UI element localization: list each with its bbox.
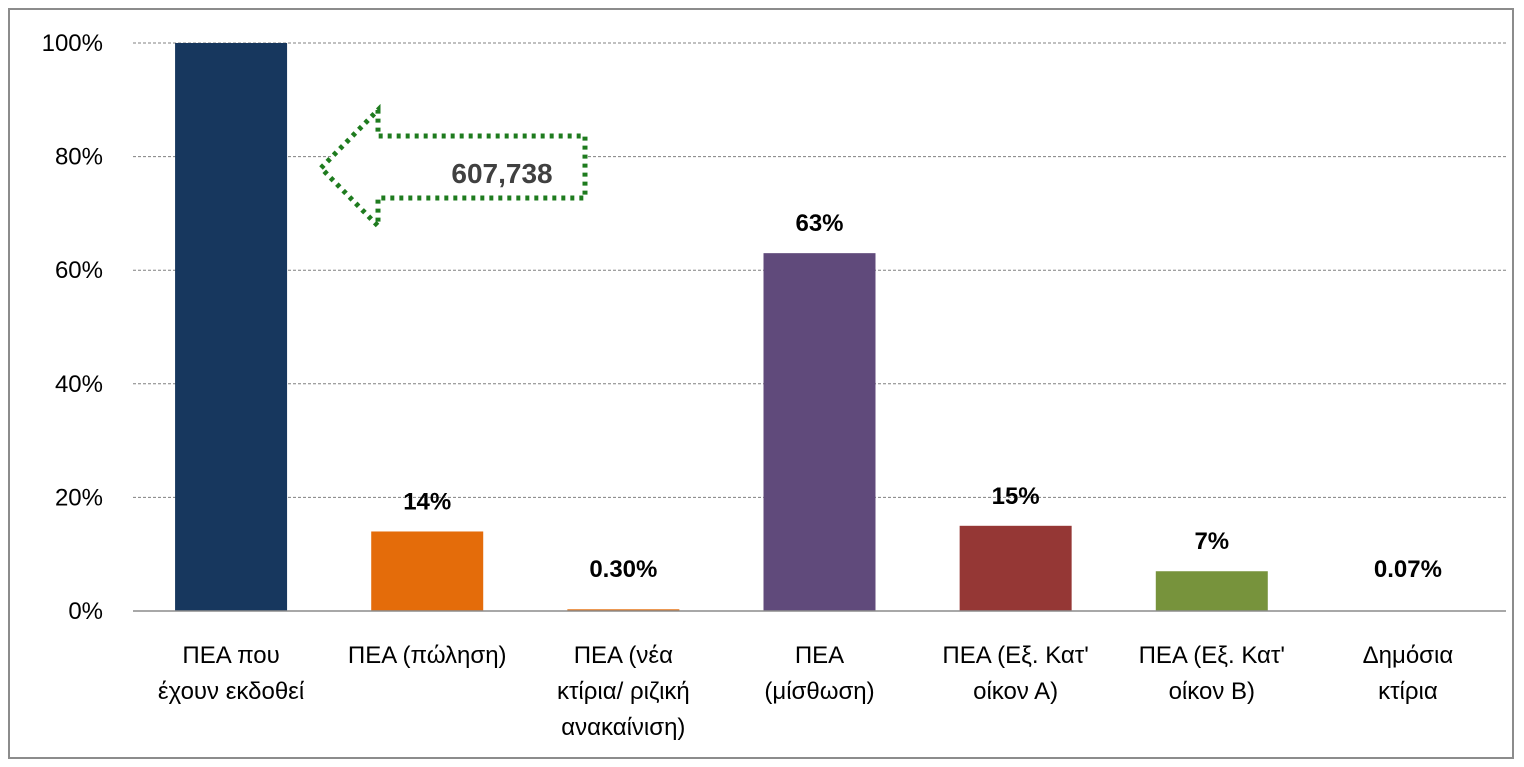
category-label: ΠΕΑ (Εξ. Κατ' — [1139, 642, 1285, 669]
category-label: ΠΕΑ (Εξ. Κατ' — [942, 642, 1088, 669]
data-label: 0.30% — [589, 556, 657, 583]
y-tick-label: 60% — [55, 257, 103, 284]
category-label: οίκον Β) — [1169, 678, 1255, 705]
category-label: κτίρια — [1378, 678, 1438, 705]
category-label: ανακαίνιση) — [561, 714, 685, 741]
bar — [1155, 571, 1268, 611]
bar — [959, 525, 1072, 611]
category-label: ΠΕΑ — [795, 642, 844, 669]
callout-arrow: 607,738 — [317, 103, 588, 233]
y-tick-label: 20% — [55, 484, 103, 511]
data-label: 63% — [795, 210, 843, 237]
left-arrow-shape — [317, 103, 588, 233]
category-label: ΠΕΑ (νέα — [574, 642, 673, 669]
y-tick-label: 80% — [55, 144, 103, 171]
category-label: ΠΕΑ (πώληση) — [348, 642, 507, 669]
bar — [763, 253, 876, 611]
y-tick-label: 100% — [42, 30, 103, 57]
data-label: 0.07% — [1374, 556, 1442, 583]
category-label: οίκον Α) — [973, 678, 1058, 705]
data-labels: 14% 0.30% 63% 15% 7% 0.07% — [403, 210, 1442, 583]
y-axis-tick-labels: 0% 20% 40% 60% 80% 100% — [42, 30, 103, 625]
category-label: κτίρια/ ριζική — [557, 678, 690, 705]
x-axis-category-labels: ΠΕΑ που έχουν εκδοθεί ΠΕΑ (πώληση) ΠΕΑ (νέα… — [158, 642, 1453, 741]
bar — [371, 531, 484, 611]
bar — [567, 609, 680, 611]
y-tick-label: 40% — [55, 371, 103, 398]
data-label: 7% — [1194, 528, 1229, 555]
data-label: 14% — [403, 488, 451, 515]
category-label: ΠΕΑ που — [182, 642, 279, 669]
data-label: 15% — [992, 483, 1040, 510]
y-tick-label: 0% — [68, 598, 103, 625]
category-label: Δημόσια — [1363, 642, 1454, 669]
callout-value: 607,738 — [451, 158, 552, 189]
bar — [175, 43, 288, 611]
category-label: (μίσθωση) — [764, 678, 874, 705]
category-label: έχουν εκδοθεί — [158, 678, 305, 705]
bars — [175, 43, 1464, 611]
